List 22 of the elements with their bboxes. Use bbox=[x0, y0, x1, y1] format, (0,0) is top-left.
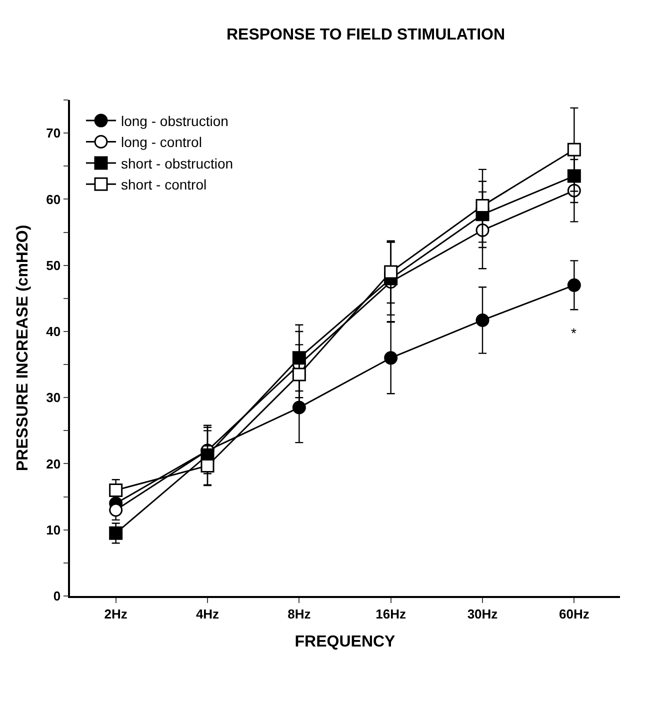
x-tick-label: 60Hz bbox=[558, 606, 590, 622]
chart-title: RESPONSE TO FIELD STIMULATION bbox=[226, 26, 506, 44]
x-axis-title: FREQUENCY bbox=[294, 634, 396, 651]
x-tick-label: 4Hz bbox=[196, 606, 220, 622]
y-tick-label: 50 bbox=[46, 258, 61, 273]
annotation: * bbox=[571, 325, 577, 341]
legend-label: long - obstruction bbox=[121, 113, 228, 130]
y-tick-label: 60 bbox=[46, 192, 61, 207]
y-tick-label: 20 bbox=[46, 456, 61, 472]
y-tick-label: 30 bbox=[46, 390, 61, 406]
legend-label: long - control bbox=[121, 134, 202, 150]
y-tick-label: 10 bbox=[46, 522, 61, 538]
y-tick-label: 70 bbox=[46, 126, 61, 141]
y-axis-title: PRESSURE INCREASE (cmH2O) bbox=[14, 224, 32, 472]
x-tick-label: 30Hz bbox=[467, 606, 498, 622]
y-tick-label: 40 bbox=[46, 324, 61, 340]
y-tick-label: 0 bbox=[53, 588, 61, 604]
legend-label: short - control bbox=[121, 176, 207, 193]
legend-label: short - obstruction bbox=[121, 155, 234, 172]
x-tick-label: 16Hz bbox=[376, 606, 406, 622]
x-tick-label: 8Hz bbox=[288, 606, 312, 622]
x-tick-label: 2Hz bbox=[104, 606, 128, 622]
